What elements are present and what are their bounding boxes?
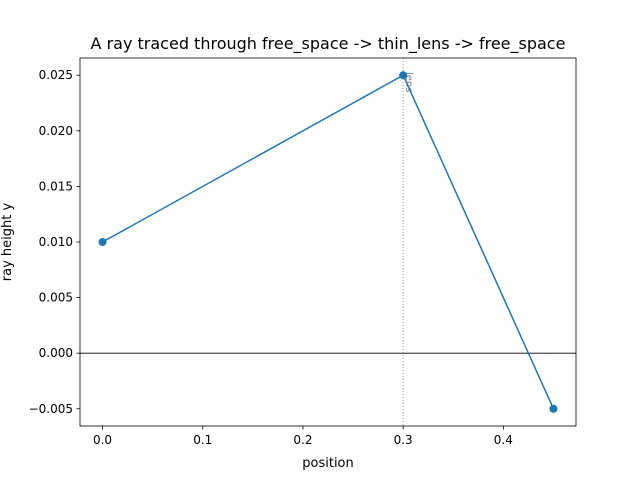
y-tick-label-1: 0.000 [39,346,73,360]
x-tick-label-2: 0.2 [293,433,312,447]
x-tick-label-3: 0.3 [394,433,413,447]
x-tick-label-0: 0.0 [93,433,112,447]
chart-title: A ray traced through free_space -> thin_… [91,34,566,54]
x-axis-label: position [302,456,354,471]
y-tick-label-3: 0.010 [39,235,73,249]
axes-frame [79,57,577,427]
x-tick-label-4: 0.4 [494,433,513,447]
series-line-0 [102,74,555,410]
lens-label: lens [403,72,414,92]
y-axis-label: ray height y [0,202,15,281]
y-tick-label-4: 0.015 [39,179,73,193]
y-tick-label-0: −0.005 [29,402,73,416]
y-tick-label-6: 0.025 [39,68,73,82]
x-tick-label-1: 0.1 [193,433,212,447]
y-tick-label-5: 0.020 [39,124,73,138]
data-point-0 [98,238,107,246]
y-tick-label-2: 0.005 [39,291,73,305]
plot-area: lens 0.0 0.1 0.2 0.3 0.4 −0.005 0.000 0.005 0.010… [29,57,577,447]
data-point-2 [549,404,558,413]
data-point-1 [399,71,408,80]
